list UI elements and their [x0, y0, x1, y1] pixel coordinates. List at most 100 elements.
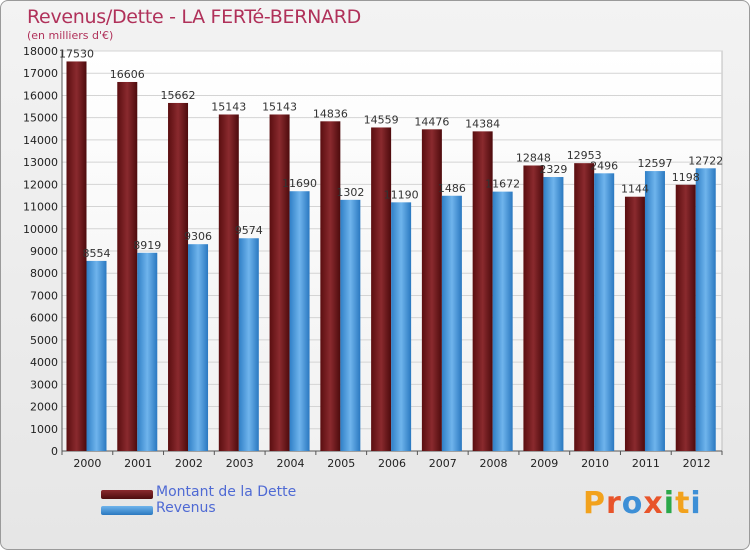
x-tick-label: 2010 [581, 457, 609, 470]
bar-revenus [492, 191, 513, 451]
y-tick-label: 11000 [23, 201, 58, 214]
value-label-dette: 14384 [465, 117, 500, 130]
y-tick-label: 10000 [23, 223, 58, 236]
chart-subtitle: (en milliers d'€) [27, 29, 114, 42]
bar-revenus [238, 238, 259, 451]
bar-revenus [695, 168, 716, 452]
logo-letter: P [583, 486, 606, 521]
bar-revenus [644, 171, 665, 452]
value-label-revenus: 12722 [688, 154, 723, 167]
y-tick-label: 1000 [30, 423, 58, 436]
bar-dette [421, 129, 442, 452]
y-tick-label: 16000 [23, 89, 58, 102]
y-tick-label: 3000 [30, 378, 58, 391]
value-label-revenus: 11672 [485, 178, 520, 191]
value-label-dette: 12953 [567, 149, 602, 162]
x-tick-label: 2005 [327, 457, 355, 470]
y-tick-label: 0 [51, 445, 58, 458]
y-tick-label: 18000 [23, 45, 58, 58]
logo-letter: o [621, 486, 644, 521]
value-label-revenus: 11190 [384, 188, 419, 201]
value-label-revenus: 1302 [336, 186, 364, 199]
value-label-dette: 14476 [414, 115, 449, 128]
proxiti-logo: Proxiti [583, 486, 702, 521]
x-tick-label: 2009 [530, 457, 558, 470]
bar-dette [66, 61, 87, 451]
bar-dette [472, 131, 493, 451]
x-tick-label: 2004 [276, 457, 304, 470]
x-tick-label: 2002 [175, 457, 203, 470]
bar-dette [624, 196, 645, 451]
bar-dette [675, 184, 696, 451]
y-tick-label: 14000 [23, 134, 58, 147]
y-tick-label: 13000 [23, 156, 58, 169]
bar-dette [269, 114, 290, 451]
value-label-revenus: 12597 [637, 157, 672, 170]
bar-revenus [340, 199, 361, 451]
value-label-dette: 16606 [110, 68, 145, 81]
bar-dette [218, 114, 239, 451]
value-label-revenus: 2329 [539, 163, 567, 176]
logo-letter: t [675, 486, 691, 521]
logo-letter: x [643, 486, 664, 521]
value-label-revenus: 11690 [282, 177, 317, 190]
x-tick-label: 2007 [429, 457, 457, 470]
value-label-revenus: 8554 [83, 247, 111, 260]
value-label-revenus: 1486 [438, 182, 466, 195]
bar-revenus [441, 195, 462, 451]
bar-revenus [391, 202, 412, 451]
bar-revenus [543, 177, 564, 451]
bar-revenus [188, 244, 209, 451]
y-tick-label: 17000 [23, 67, 58, 80]
value-label-revenus: 9306 [184, 230, 212, 243]
y-tick-label: 8000 [30, 267, 58, 280]
y-tick-label: 12000 [23, 178, 58, 191]
value-label-dette: 14836 [313, 107, 348, 120]
bar-dette [574, 163, 595, 451]
value-label-dette: 15143 [211, 100, 246, 113]
x-tick-label: 2006 [378, 457, 406, 470]
y-tick-label: 9000 [30, 245, 58, 258]
value-label-dette: 14559 [364, 113, 399, 126]
logo-letter: i [690, 486, 702, 521]
chart-title: Revenus/Dette - LA FERTé-BERNARD [27, 6, 361, 28]
value-label-dette: 17530 [59, 47, 94, 60]
y-tick-label: 4000 [30, 356, 58, 369]
legend-label-dette: Montant de la Dette [156, 484, 297, 500]
legend-swatch-revenus [101, 506, 153, 515]
bar-dette [320, 121, 341, 452]
logo-letter: i [663, 486, 676, 521]
value-label-dette: 12848 [516, 151, 551, 164]
bar-dette [168, 102, 189, 451]
value-label-dette: 15662 [161, 89, 196, 102]
x-tick-label: 2008 [480, 457, 508, 470]
bar-revenus [137, 252, 158, 451]
y-tick-label: 15000 [23, 112, 58, 125]
y-tick-label: 5000 [30, 334, 58, 347]
bar-revenus [289, 191, 310, 451]
y-tick-label: 7000 [30, 289, 58, 302]
bar-revenus [86, 260, 107, 451]
x-tick-label: 2011 [632, 457, 660, 470]
bar-revenus [594, 173, 615, 452]
value-label-revenus: 2496 [590, 159, 618, 172]
value-label-revenus: 9574 [235, 224, 263, 237]
bar-dette [371, 127, 392, 451]
bar-dette [523, 165, 544, 451]
value-label-dette: 15143 [262, 100, 297, 113]
legend-label-revenus: Revenus [156, 500, 216, 516]
legend-swatch-dette [101, 490, 153, 499]
y-tick-label: 6000 [30, 312, 58, 325]
value-label-dette: 1144 [621, 183, 649, 196]
value-label-dette: 1198 [672, 171, 700, 184]
bar-dette [117, 81, 138, 451]
logo-letter: r [606, 486, 622, 521]
x-tick-label: 2003 [226, 457, 254, 470]
x-tick-label: 2000 [73, 457, 101, 470]
x-tick-label: 2012 [683, 457, 711, 470]
y-tick-label: 2000 [30, 401, 58, 414]
x-tick-label: 2001 [124, 457, 152, 470]
value-label-revenus: 8919 [133, 239, 161, 252]
